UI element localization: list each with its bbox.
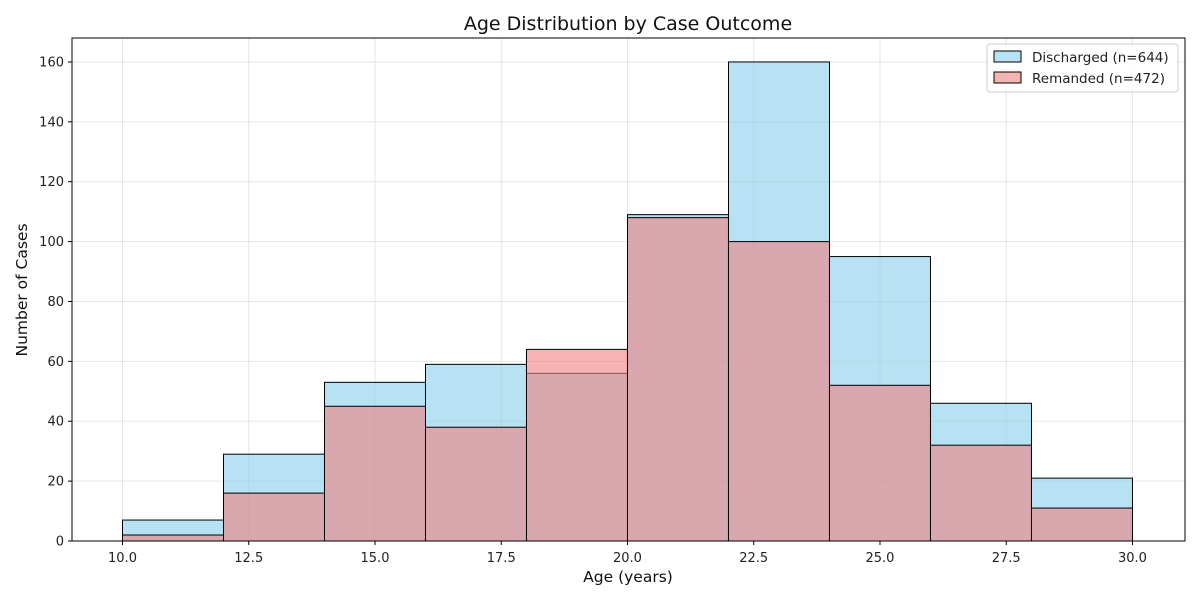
bars	[121, 61, 1133, 542]
y-tick-label: 0	[56, 535, 64, 550]
x-tick-label: 25.0	[866, 551, 895, 566]
legend: Discharged (n=644) Remanded (n=472)	[986, 43, 1179, 93]
y-tick-label: 120	[39, 175, 64, 190]
x-tick-label: 20.0	[613, 551, 642, 566]
y-tick-label: 60	[47, 355, 64, 370]
x-tick-label: 12.5	[234, 551, 263, 566]
bar-remanded	[323, 405, 426, 542]
y-tick-label: 40	[47, 415, 64, 430]
x-axis-title: Age (years)	[583, 568, 673, 586]
plot-frame	[71, 37, 1186, 542]
legend-swatch-discharged	[993, 50, 1022, 63]
bar-remanded	[929, 444, 1032, 542]
y-tick-label: 80	[47, 295, 64, 310]
y-tick-label: 140	[39, 115, 64, 130]
bar-remanded	[525, 348, 628, 542]
y-axis-title: Number of Cases	[13, 223, 31, 356]
legend-box	[986, 43, 1179, 93]
bar-remanded	[424, 426, 527, 542]
bar-remanded	[828, 384, 931, 542]
y-tick-label: 20	[47, 475, 64, 490]
axis-ticks: 10.0 12.5 15.0 17.5 20.0 22.5 25.0 27.5 30.0 0 20 4…	[39, 55, 1147, 566]
bar-remanded	[626, 217, 729, 542]
y-tick-label: 160	[39, 55, 64, 70]
bar-remanded	[222, 492, 325, 542]
bar-remanded	[727, 241, 830, 542]
bar-remanded	[121, 534, 224, 542]
bar-remanded	[1030, 507, 1133, 542]
legend-swatch-remanded	[993, 71, 1022, 84]
chart-title: Age Distribution by Case Outcome	[464, 13, 792, 35]
y-tick-label: 100	[39, 235, 64, 250]
x-tick-label: 17.5	[487, 551, 516, 566]
x-tick-label: 10.0	[108, 551, 137, 566]
x-tick-label: 22.5	[739, 551, 768, 566]
x-tick-label: 27.5	[992, 551, 1021, 566]
x-tick-label: 30.0	[1118, 551, 1147, 566]
legend-label-remanded: Remanded (n=472)	[1032, 71, 1165, 87]
legend-label-discharged: Discharged (n=644)	[1032, 50, 1169, 66]
x-tick-label: 15.0	[361, 551, 390, 566]
